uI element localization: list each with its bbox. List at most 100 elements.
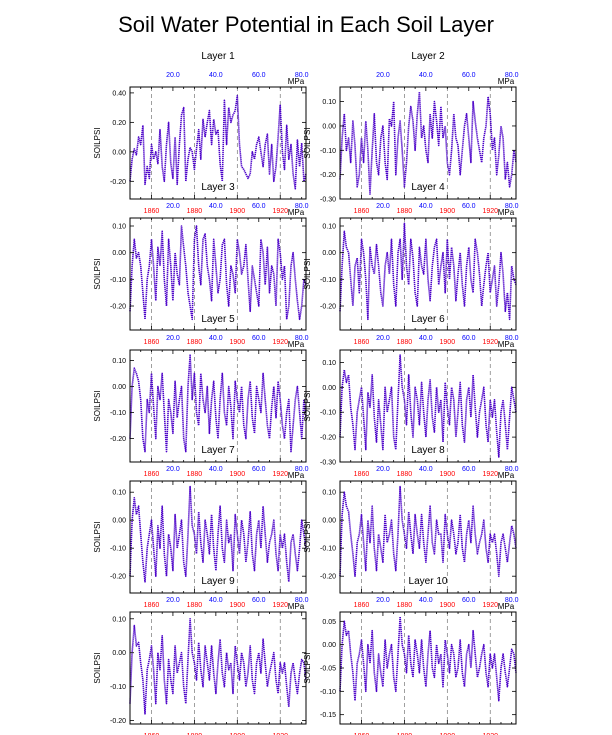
panel-title: Layer 5 — [201, 314, 235, 325]
y-tick-label: -0.10 — [320, 689, 336, 696]
y-axis-label: SOILPSI — [303, 390, 312, 421]
panel-layer-4: Layer 4 MPa 1860 1880 1900 1920 20.0 40.0 60.0 80… — [303, 182, 519, 346]
y-tick-label: 0.00 — [322, 518, 336, 525]
y-tick-label: 0.10 — [112, 616, 126, 623]
series-line — [129, 485, 307, 583]
y-axis-label: SOILPSI — [303, 258, 312, 289]
x-tick-label: 1900 — [440, 208, 456, 215]
panel-title: Layer 4 — [411, 182, 445, 193]
figure-title: Soil Water Potential in Each Soil Layer — [118, 12, 494, 37]
x-tick-label: 1860 — [354, 339, 370, 346]
x-tick-label: 1920 — [272, 339, 288, 346]
y-tick-label: -0.20 — [110, 304, 126, 311]
series-line — [129, 225, 307, 321]
x-tick-label: 1880 — [397, 471, 413, 478]
top-tick-label: 80.0 — [295, 597, 309, 604]
y-tick-label: -0.10 — [110, 684, 126, 691]
series-line — [339, 91, 517, 195]
y-tick-label: -0.30 — [320, 460, 336, 467]
top-tick-label: 80.0 — [295, 72, 309, 79]
units-label: MPa — [498, 471, 515, 480]
plot-frame — [339, 480, 517, 594]
y-axis-label: SOILPSI — [303, 521, 312, 552]
y-tick-label: 0.00 — [112, 149, 126, 156]
x-tick-label: 1920 — [272, 208, 288, 215]
y-axis-label: SOILPSI — [93, 521, 102, 552]
y-tick-label: -0.20 — [110, 718, 126, 725]
x-tick-label: 1860 — [144, 733, 160, 735]
y-tick-label: 0.10 — [112, 490, 126, 497]
x-tick-label: 1920 — [482, 208, 498, 215]
x-tick-label: 1860 — [144, 339, 160, 346]
y-axis-label: SOILPSI — [93, 127, 102, 158]
y-tick-label: -0.20 — [320, 574, 336, 581]
units-label: MPa — [498, 340, 515, 349]
panel-layer-7: Layer 7 MPa 1860 1880 1900 1920 20.0 40.0 60.0 80… — [93, 445, 309, 609]
plot-frame — [339, 86, 517, 200]
y-tick-label: 0.40 — [112, 90, 126, 97]
x-tick-label: 1860 — [144, 471, 160, 478]
x-tick-label: 1860 — [144, 602, 160, 609]
top-tick-label: 60.0 — [462, 72, 476, 79]
x-tick-label: 1920 — [482, 339, 498, 346]
y-tick-label: 0.00 — [322, 123, 336, 130]
y-tick-label: 0.10 — [322, 99, 336, 106]
y-tick-label: 0.00 — [112, 518, 126, 525]
top-tick-label: 60.0 — [252, 335, 266, 342]
y-axis-label: SOILPSI — [303, 127, 312, 158]
x-tick-label: 1920 — [482, 471, 498, 478]
panel-layer-3: Layer 3 MPa 1860 1880 1900 1920 20.0 40.0 60.0 80… — [93, 182, 309, 346]
plot-frame — [339, 349, 517, 463]
top-tick-label: 20.0 — [166, 203, 180, 210]
x-tick-label: 1920 — [272, 733, 288, 735]
panel-title: Layer 9 — [201, 576, 235, 587]
y-tick-label: -0.20 — [320, 172, 336, 179]
x-tick-label: 1920 — [272, 471, 288, 478]
panel-layer-2: Layer 2 MPa 1860 1880 1900 1920 20.0 40.0 60.0 80… — [303, 51, 519, 215]
plot-frame — [339, 217, 517, 331]
top-tick-label: 20.0 — [166, 335, 180, 342]
top-tick-label: 80.0 — [505, 335, 519, 342]
series-line — [339, 615, 517, 702]
y-tick-label: -0.30 — [320, 197, 336, 204]
x-tick-label: 1920 — [272, 602, 288, 609]
y-tick-label: -0.20 — [110, 179, 126, 186]
top-tick-label: 40.0 — [419, 203, 433, 210]
top-tick-label: 80.0 — [505, 72, 519, 79]
x-tick-label: 1900 — [230, 339, 246, 346]
top-tick-label: 60.0 — [462, 466, 476, 473]
y-tick-label: 0.00 — [112, 650, 126, 657]
y-tick-label: -0.10 — [110, 410, 126, 417]
panel-layer-1: Layer 1 MPa 1860 1880 1900 1920 20.0 40.0 60.0 80… — [93, 51, 309, 215]
panel-title: Layer 10 — [409, 576, 448, 587]
x-tick-label: 1880 — [187, 602, 203, 609]
y-tick-label: -0.10 — [320, 410, 336, 417]
top-tick-label: 40.0 — [419, 597, 433, 604]
top-tick-label: 60.0 — [252, 72, 266, 79]
top-tick-label: 60.0 — [252, 203, 266, 210]
y-tick-label: -0.20 — [110, 574, 126, 581]
plot-frame — [129, 217, 307, 331]
units-label: MPa — [498, 77, 515, 86]
units-label: MPa — [288, 77, 305, 86]
y-tick-label: 0.00 — [112, 384, 126, 391]
panel-layer-6: Layer 6 MPa 1860 1880 1900 1920 20.0 40.0 60.0 80… — [303, 314, 519, 478]
plot-frame — [129, 349, 307, 463]
y-tick-label: -0.10 — [320, 546, 336, 553]
x-tick-label: 1860 — [354, 602, 370, 609]
panel-layer-9: Layer 9 MPa 1860 1880 1900 1920 20.0 40.0 60.0 80… — [93, 576, 309, 735]
y-tick-label: 0.05 — [322, 619, 336, 626]
x-tick-label: 1860 — [354, 471, 370, 478]
y-tick-label: -0.20 — [320, 435, 336, 442]
top-tick-label: 40.0 — [209, 466, 223, 473]
panel-title: Layer 2 — [411, 51, 445, 62]
x-tick-label: 1900 — [230, 471, 246, 478]
x-tick-label: 1900 — [440, 471, 456, 478]
top-tick-label: 80.0 — [505, 597, 519, 604]
x-tick-label: 1880 — [187, 471, 203, 478]
y-axis-label: SOILPSI — [93, 390, 102, 421]
top-tick-label: 40.0 — [209, 203, 223, 210]
x-tick-label: 1900 — [230, 733, 246, 735]
y-tick-label: 0.10 — [112, 358, 126, 365]
panel-title: Layer 1 — [201, 51, 235, 62]
